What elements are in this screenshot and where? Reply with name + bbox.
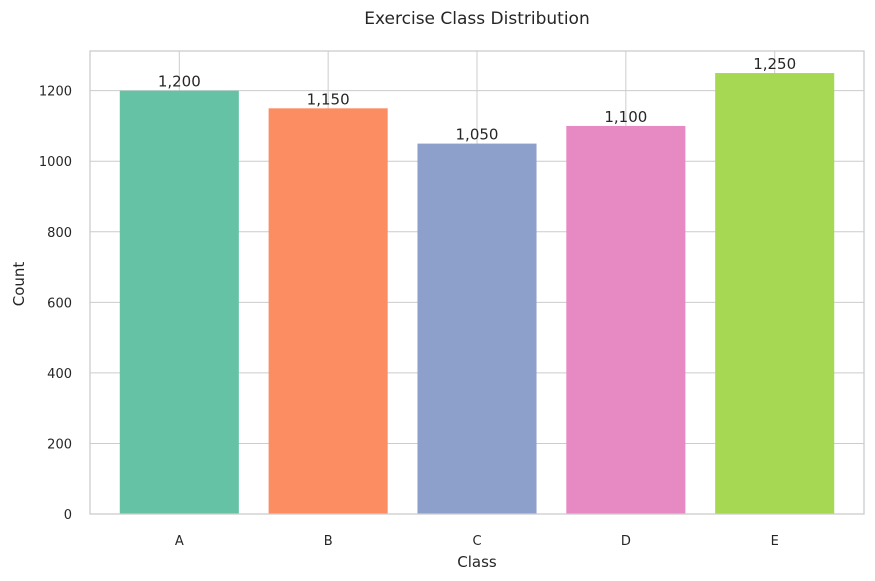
y-tick-label: 800	[47, 226, 72, 241]
bar-value-label: 1,100	[604, 108, 647, 126]
bar-d	[566, 125, 686, 514]
bar-value-labels: 1,200 1,150 1,050 1,100 1,250	[158, 55, 796, 144]
bar-value-label: 1,050	[456, 126, 499, 144]
chart-title: Exercise Class Distribution	[364, 9, 589, 29]
y-tick-label: 400	[47, 367, 72, 382]
x-tick-label: C	[472, 534, 481, 549]
y-tick-label: 0	[64, 508, 72, 523]
bar-value-label: 1,250	[753, 55, 796, 73]
bar-c	[417, 143, 537, 514]
x-tick-label: E	[771, 534, 779, 549]
bars	[119, 73, 835, 515]
x-tick-label: B	[324, 534, 333, 549]
y-tick-label: 1200	[39, 85, 72, 100]
y-tick-label: 1000	[39, 155, 72, 170]
x-tick-label: D	[621, 534, 631, 549]
x-axis-label: Class	[457, 553, 497, 571]
x-tick-labels: A B C D E	[175, 534, 779, 549]
y-axis-label: Count	[10, 262, 28, 307]
bar-value-label: 1,200	[158, 73, 201, 91]
y-tick-labels: 0 200 400 600 800 1000 1200	[39, 85, 72, 523]
y-tick-label: 600	[47, 296, 72, 311]
plot-frame	[89, 50, 865, 515]
y-tick-label: 200	[47, 437, 72, 452]
x-tick-label: A	[175, 534, 184, 549]
bar-value-label: 1,150	[307, 90, 350, 108]
bar-a	[119, 90, 239, 514]
bar-b	[268, 108, 388, 515]
bar-e	[715, 73, 835, 515]
